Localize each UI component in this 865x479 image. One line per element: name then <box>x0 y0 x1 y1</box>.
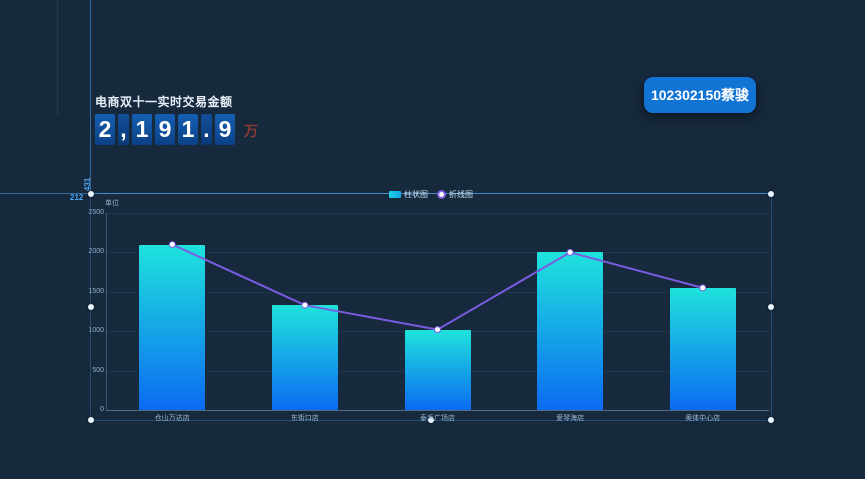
x-axis-category-label: 爱琴海店 <box>556 415 585 422</box>
selection-handle[interactable] <box>428 417 434 423</box>
bar <box>537 252 604 410</box>
x-axis-category-label: 东街口店 <box>290 415 319 422</box>
amount-digit-tile: 1 <box>132 114 152 145</box>
amount-digit-tile: 9 <box>215 114 235 145</box>
bar <box>404 329 471 410</box>
selection-handle[interactable] <box>88 191 94 197</box>
amount-unit-label: 万 <box>244 123 258 139</box>
canvas-ruler-line <box>57 0 58 116</box>
amount-separator-tile: , <box>118 114 129 145</box>
selection-handle[interactable] <box>768 191 774 197</box>
y-axis-tick-label: 2500 <box>88 209 104 216</box>
selection-handle[interactable] <box>768 417 774 423</box>
legend-label: 折线图 <box>449 190 473 199</box>
coordinate-y-label: 431 <box>83 177 92 191</box>
selection-handle[interactable] <box>768 304 774 310</box>
legend-item[interactable]: 折线图 <box>437 189 473 200</box>
x-axis-category-label: 奥体中心店 <box>685 415 721 422</box>
page-title: 电商双十一实时交易金额 <box>95 95 233 109</box>
selection-handle[interactable] <box>88 304 94 310</box>
gridline <box>106 213 769 214</box>
y-axis-tick-label: 1500 <box>88 287 104 295</box>
chart-legend: 柱状图 折线图 <box>389 189 473 200</box>
y-axis-tick-label: 0 <box>100 406 104 413</box>
alignment-guide-horizontal <box>0 193 90 194</box>
y-axis-tick-label: 2000 <box>88 248 104 256</box>
y-axis-tick-label: 1000 <box>88 327 104 335</box>
x-axis-category-label: 仓山万达店 <box>154 415 190 422</box>
line-series-swatch-icon <box>437 190 446 199</box>
y-axis-tick-label: 500 <box>92 366 104 374</box>
bar-series-swatch-icon <box>389 191 401 198</box>
legend-item[interactable]: 柱状图 <box>389 189 428 200</box>
chart-widget[interactable]: 单位 柱状图 折线图 0 500 1000 1500 2000 2500 仓山万达店 东街口店 泰… <box>88 190 774 423</box>
amount-digit-tile: 9 <box>155 114 175 145</box>
amount-digit-tile: 2 <box>95 114 115 145</box>
selection-handle[interactable] <box>88 417 94 423</box>
gridline <box>106 252 769 254</box>
y-axis-line <box>106 213 107 410</box>
legend-label: 柱状图 <box>404 190 428 199</box>
coordinate-x-label: 212 <box>70 193 84 202</box>
bar <box>669 287 736 410</box>
amount-separator-tile: . <box>201 114 212 145</box>
alignment-guide-vertical <box>90 0 91 193</box>
bar <box>271 305 338 410</box>
x-axis-category-label: 泰禾广场店 <box>420 415 455 422</box>
amount-digit-tile: 1 <box>178 114 198 145</box>
x-axis-line <box>106 410 769 411</box>
y-axis-unit-label: 单位 <box>105 200 119 207</box>
student-id-badge[interactable]: 102302150蔡骏 <box>644 77 756 113</box>
bar <box>139 244 206 410</box>
